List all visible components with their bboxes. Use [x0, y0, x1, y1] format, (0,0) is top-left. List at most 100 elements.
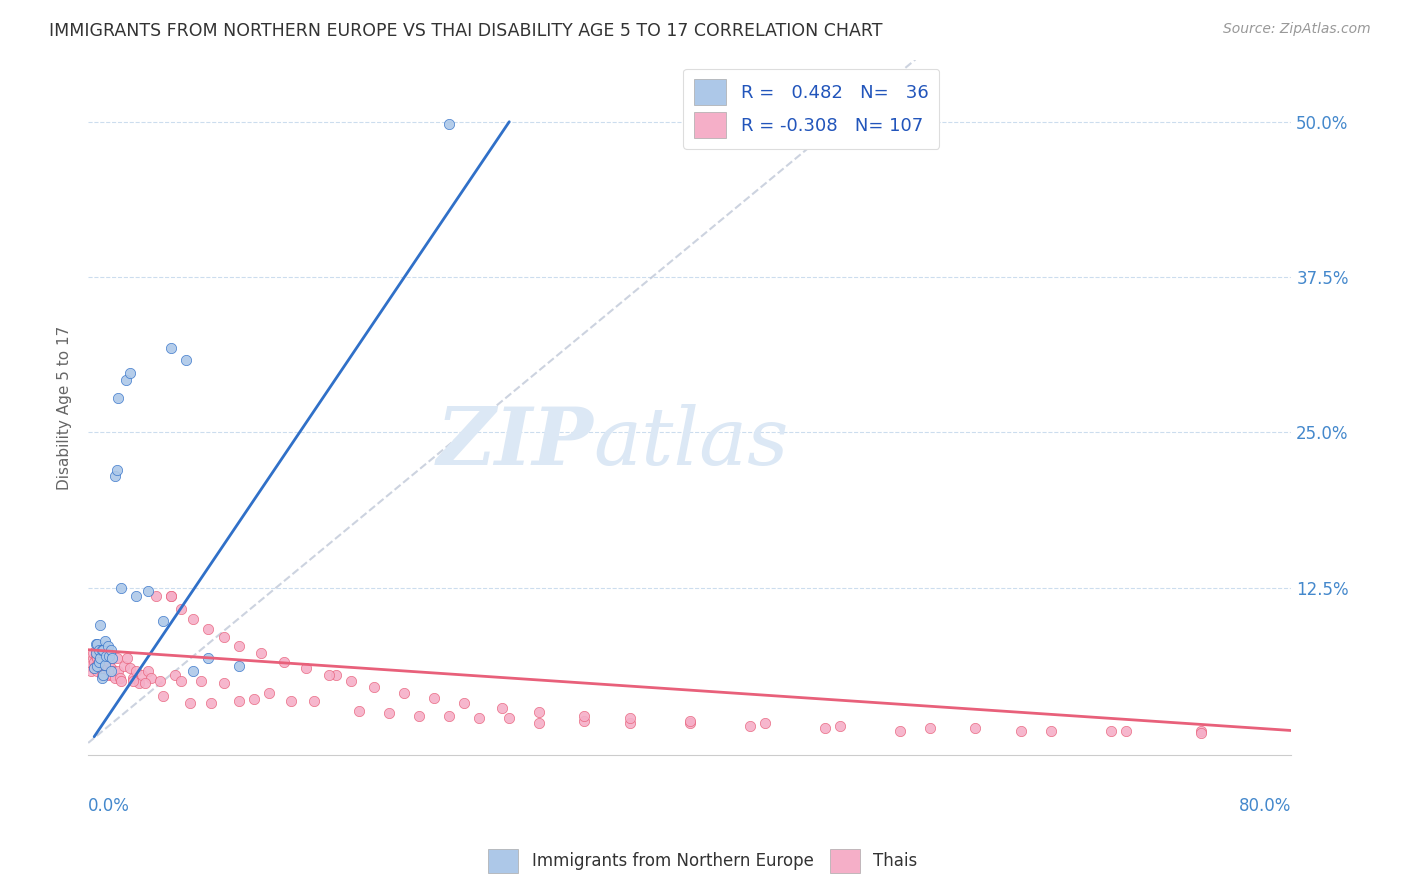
Point	[90, 642, 112, 657]
Point	[325, 667, 347, 681]
Text: 0.0%: 0.0%	[89, 797, 129, 815]
Point	[491, 701, 513, 715]
Point	[165, 667, 187, 681]
Point	[114, 373, 136, 387]
Point	[160, 341, 183, 355]
Point	[679, 716, 702, 731]
Point	[98, 655, 121, 669]
Point	[212, 676, 235, 690]
Point	[93, 657, 115, 672]
Point	[122, 673, 145, 688]
Point	[120, 661, 142, 675]
Point	[257, 686, 280, 700]
Point	[160, 590, 183, 604]
Point	[183, 612, 205, 626]
Point	[408, 708, 430, 723]
Point	[1189, 723, 1212, 738]
Point	[100, 642, 122, 657]
Point	[91, 667, 114, 681]
Point	[529, 716, 551, 731]
Point	[105, 462, 128, 476]
Point	[79, 659, 101, 673]
Point	[619, 716, 641, 731]
Point	[82, 651, 104, 665]
Point	[242, 692, 264, 706]
Point	[437, 708, 460, 723]
Y-axis label: Disability Age 5 to 17: Disability Age 5 to 17	[58, 326, 72, 490]
Point	[84, 636, 107, 650]
Point	[87, 648, 110, 663]
Point	[84, 659, 107, 673]
Point	[107, 391, 129, 405]
Point	[889, 723, 911, 738]
Point	[280, 694, 302, 708]
Point	[83, 655, 105, 669]
Point	[574, 708, 596, 723]
Text: atlas: atlas	[593, 403, 789, 481]
Point	[96, 648, 118, 663]
Point	[228, 659, 250, 673]
Point	[128, 676, 150, 690]
Point	[174, 353, 197, 368]
Point	[110, 673, 132, 688]
Point	[112, 659, 135, 673]
Point	[134, 676, 156, 690]
Point	[574, 714, 596, 728]
Point	[295, 661, 318, 675]
Point	[104, 468, 127, 483]
Point	[84, 647, 107, 661]
Point	[87, 655, 110, 669]
Point	[122, 671, 145, 685]
Point	[89, 618, 111, 632]
Point	[96, 664, 118, 678]
Point	[197, 651, 219, 665]
Point	[136, 664, 159, 678]
Point	[437, 117, 460, 131]
Point	[90, 671, 112, 685]
Point	[250, 647, 273, 661]
Point	[318, 667, 340, 681]
Point	[80, 664, 103, 678]
Point	[830, 718, 852, 732]
Point	[90, 667, 112, 681]
Point	[468, 711, 491, 725]
Point	[101, 651, 124, 665]
Point	[136, 584, 159, 599]
Point	[200, 696, 222, 710]
Point	[1010, 723, 1032, 738]
Text: ZIP: ZIP	[437, 403, 593, 481]
Point	[529, 705, 551, 719]
Point	[105, 651, 128, 665]
Point	[82, 647, 104, 661]
Point	[754, 716, 776, 731]
Point	[91, 655, 114, 669]
Point	[1039, 723, 1062, 738]
Point	[120, 366, 142, 380]
Point	[93, 634, 115, 648]
Point	[86, 659, 108, 673]
Point	[190, 673, 212, 688]
Text: IMMIGRANTS FROM NORTHERN EUROPE VS THAI DISABILITY AGE 5 TO 17 CORRELATION CHART: IMMIGRANTS FROM NORTHERN EUROPE VS THAI …	[49, 22, 883, 40]
Point	[423, 691, 446, 706]
Text: Source: ZipAtlas.com: Source: ZipAtlas.com	[1223, 22, 1371, 37]
Point	[84, 642, 107, 657]
Point	[145, 590, 167, 604]
Point	[160, 590, 183, 604]
Point	[125, 590, 148, 604]
Point	[125, 664, 148, 678]
Text: 80.0%: 80.0%	[1239, 797, 1291, 815]
Point	[197, 622, 219, 636]
Point	[392, 686, 415, 700]
Point	[86, 664, 108, 678]
Point	[100, 664, 122, 678]
Point	[619, 711, 641, 725]
Point	[679, 714, 702, 728]
Point	[141, 671, 163, 685]
Point	[453, 696, 475, 710]
Point	[93, 651, 115, 665]
Point	[83, 661, 105, 675]
Point	[110, 581, 132, 595]
Point	[87, 642, 110, 657]
Point	[498, 711, 520, 725]
Legend: Immigrants from Northern Europe, Thais: Immigrants from Northern Europe, Thais	[482, 842, 924, 880]
